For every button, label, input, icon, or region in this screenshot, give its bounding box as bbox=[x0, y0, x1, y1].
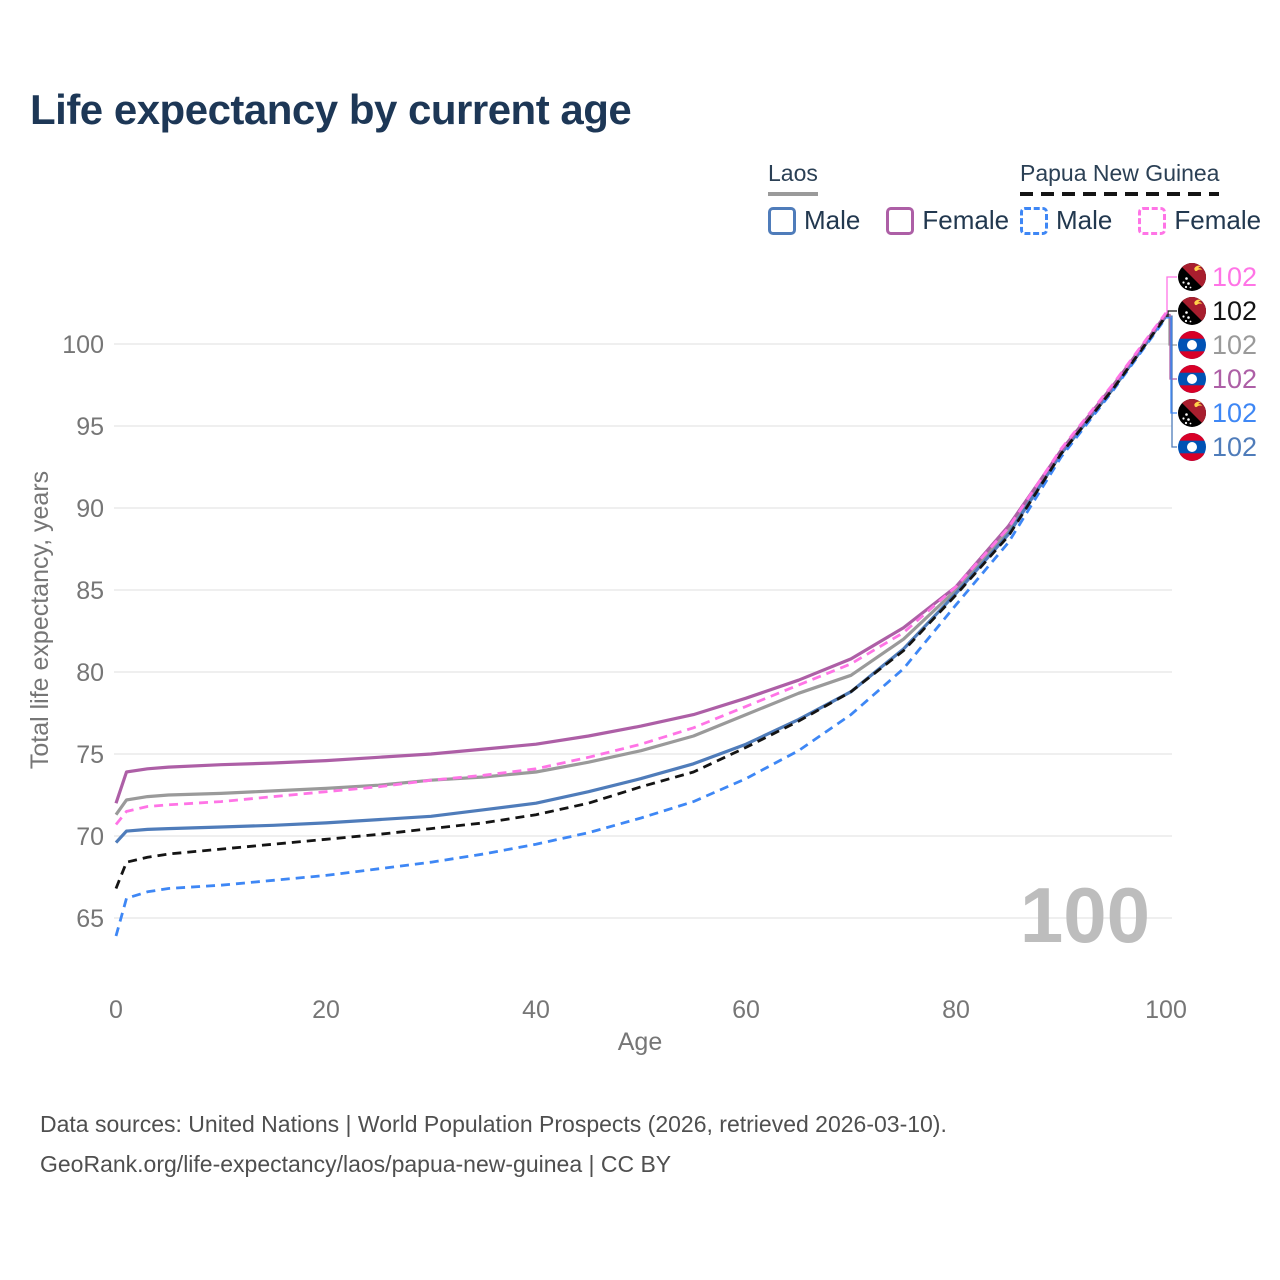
y-tick-65: 65 bbox=[76, 905, 104, 933]
legend-toggle-png-female[interactable]: Female bbox=[1138, 205, 1261, 236]
x-tick-80: 80 bbox=[942, 996, 970, 1024]
x-tick-0: 0 bbox=[109, 996, 123, 1024]
png-flag-icon bbox=[1178, 263, 1206, 291]
series-line-laos-total bbox=[114, 315, 1168, 816]
x-axis-label: Age bbox=[618, 1028, 662, 1056]
y-axis-label: Total life expectancy, years bbox=[26, 471, 54, 769]
legend-country-label-laos: Laos bbox=[768, 160, 818, 196]
checkbox-laos-female-icon[interactable] bbox=[886, 206, 915, 235]
axis-ticks: 65 70 75 80 85 90 95 100 0 20 40 60 80 100 bbox=[62, 331, 1187, 1024]
age-watermark: 100 bbox=[1020, 871, 1150, 959]
legend-country-text: Papua New Guinea bbox=[1020, 160, 1220, 186]
legend-country-label-png: Papua New Guinea bbox=[1020, 160, 1220, 196]
footer-data-sources: Data sources: United Nations | World Pop… bbox=[40, 1111, 947, 1137]
legend-country-png: Papua New Guinea bbox=[1020, 160, 1261, 196]
legend-label-laos-male: Male bbox=[804, 205, 861, 235]
y-tick-95: 95 bbox=[76, 413, 104, 441]
x-tick-40: 40 bbox=[522, 996, 550, 1024]
end-label-connector-png-female bbox=[1166, 276, 1177, 314]
legend-items-laos: Male Female bbox=[768, 205, 1009, 236]
legend-label-png-male: Male bbox=[1056, 205, 1113, 235]
x-tick-100: 100 bbox=[1145, 996, 1187, 1024]
legend-country-laos: Laos bbox=[768, 160, 1009, 196]
checkbox-png-female-icon[interactable] bbox=[1138, 206, 1167, 235]
series-line-png-total bbox=[114, 315, 1168, 890]
series-line-png-female bbox=[114, 311, 1168, 826]
end-label-value-laos-total: 102 bbox=[1212, 330, 1257, 360]
series-lines bbox=[114, 311, 1168, 937]
end-label-value-png-female: 102 bbox=[1212, 262, 1257, 292]
y-tick-80: 80 bbox=[76, 659, 104, 687]
end-label-connector-png-total bbox=[1166, 310, 1177, 317]
series-line-laos-female bbox=[114, 313, 1168, 804]
laos-flag-icon bbox=[1178, 433, 1206, 461]
png-line-style-swatch bbox=[1020, 192, 1220, 196]
end-label-connector-png-male bbox=[1166, 317, 1177, 414]
series-line-png-male bbox=[114, 316, 1168, 937]
end-label-value-png-total: 102 bbox=[1212, 296, 1257, 326]
footer-attribution: GeoRank.org/life-expectancy/laos/papua-n… bbox=[40, 1151, 672, 1177]
end-label-value-laos-male: 102 bbox=[1212, 432, 1257, 462]
legend-items-png: Male Female bbox=[1020, 205, 1261, 236]
end-label-value-laos-female: 102 bbox=[1212, 364, 1257, 394]
page-title: Life expectancy by current age bbox=[30, 86, 632, 133]
png-flag-icon bbox=[1178, 399, 1206, 427]
legend-toggle-png-male[interactable]: Male bbox=[1020, 205, 1112, 236]
y-tick-100: 100 bbox=[62, 331, 104, 359]
gridlines bbox=[114, 343, 1172, 919]
y-tick-85: 85 bbox=[76, 577, 104, 605]
end-label-connector-laos-male bbox=[1166, 315, 1177, 448]
legend-group-laos: Laos Male Female bbox=[768, 160, 1009, 236]
checkbox-png-male-icon[interactable] bbox=[1020, 206, 1048, 235]
footer: Data sources: United Nations | World Pop… bbox=[40, 1104, 947, 1184]
legend-toggle-laos-male[interactable]: Male bbox=[768, 205, 860, 236]
legend-label-laos-female: Female bbox=[922, 205, 1010, 235]
checkbox-laos-male-icon[interactable] bbox=[768, 206, 796, 235]
end-label-value-png-male: 102 bbox=[1212, 398, 1257, 428]
png-flag-icon bbox=[1178, 297, 1206, 325]
x-tick-20: 20 bbox=[312, 996, 340, 1024]
x-tick-60: 60 bbox=[732, 996, 760, 1024]
series-end-labels: 102 102 102 102 102 102 bbox=[1166, 262, 1257, 462]
legend-group-png: Papua New Guinea Male Female bbox=[1020, 160, 1261, 236]
laos-line-style-swatch bbox=[768, 192, 818, 196]
legend-label-png-female: Female bbox=[1174, 205, 1262, 235]
y-tick-90: 90 bbox=[76, 495, 104, 523]
legend-country-text: Laos bbox=[768, 160, 818, 186]
laos-flag-icon bbox=[1178, 365, 1206, 393]
y-tick-75: 75 bbox=[76, 741, 104, 769]
y-tick-70: 70 bbox=[76, 823, 104, 851]
legend-toggle-laos-female[interactable]: Female bbox=[886, 205, 1009, 236]
laos-flag-icon bbox=[1178, 331, 1206, 359]
